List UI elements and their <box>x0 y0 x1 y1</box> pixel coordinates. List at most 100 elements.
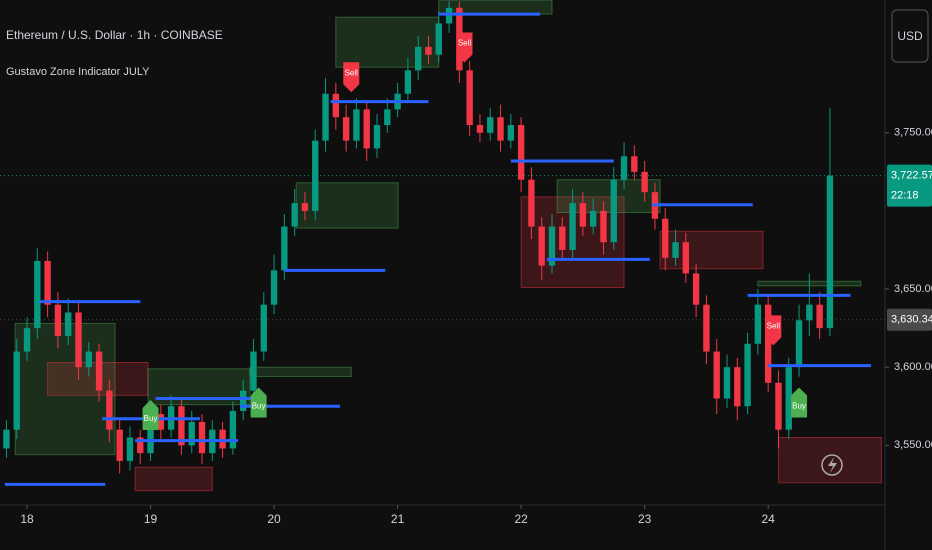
zone <box>335 16 440 68</box>
candle-body <box>126 437 134 461</box>
candle-body <box>3 429 10 449</box>
price-label: 3,630.34 <box>891 314 932 326</box>
candle-body <box>13 351 20 430</box>
candle-body <box>332 93 340 118</box>
chart-title: Ethereum / U.S. Dollar · 1h · COINBASE <box>6 28 223 42</box>
candle-body <box>188 421 195 446</box>
candle-body <box>23 328 31 352</box>
candle-body <box>672 242 679 258</box>
candle-body <box>569 203 576 250</box>
candle-body <box>734 367 741 407</box>
candle-body <box>414 46 422 71</box>
signal-label: Sell <box>345 68 359 77</box>
candle-body <box>363 109 370 149</box>
candle-body <box>147 414 154 454</box>
candle-body <box>631 156 638 172</box>
currency-button[interactable] <box>891 9 929 63</box>
zone <box>438 0 553 15</box>
candle-body <box>85 351 92 368</box>
candle-body <box>219 429 226 449</box>
candle-body <box>487 117 494 133</box>
candle-body <box>754 304 762 344</box>
candle-body <box>198 421 206 454</box>
zone <box>134 466 213 492</box>
candle-body <box>75 312 82 368</box>
zone <box>249 366 352 378</box>
candle-body <box>692 273 700 305</box>
candle-body <box>322 93 329 141</box>
candle-body <box>662 218 669 258</box>
candle-body <box>764 304 772 383</box>
x-tick-label: 21 <box>391 512 405 526</box>
candle-body <box>239 390 247 411</box>
x-tick-label: 23 <box>638 512 652 526</box>
candle-body <box>589 210 597 227</box>
currency-label[interactable]: USD <box>897 29 923 43</box>
candle-body <box>466 70 473 125</box>
candle-body <box>270 270 278 305</box>
signal-label: Buy <box>252 402 266 411</box>
alert-bolt <box>828 457 837 473</box>
candle-body <box>260 304 267 352</box>
x-tick-label: 19 <box>144 512 158 526</box>
candle-body <box>476 125 484 133</box>
alert-icon[interactable] <box>821 454 843 476</box>
signal-marker <box>250 387 267 418</box>
candle-body <box>528 179 535 227</box>
candle-body <box>600 210 607 243</box>
zone <box>777 437 882 484</box>
price-label: 3,722.57 <box>891 170 932 182</box>
candle-body <box>806 304 813 321</box>
candle-body <box>54 304 62 336</box>
candle-body <box>301 203 309 211</box>
candle-body <box>703 304 710 352</box>
candle-body <box>312 140 319 211</box>
candle-body <box>250 351 257 391</box>
candle-body <box>106 390 113 430</box>
signal-label: Buy <box>144 414 158 423</box>
candle-body <box>65 312 72 336</box>
candle-body <box>723 367 731 399</box>
candle-body <box>445 7 453 24</box>
candle-body <box>610 179 617 243</box>
candle-body <box>507 125 515 141</box>
candle-body <box>579 203 587 227</box>
price-timer: 22:18 <box>891 190 919 202</box>
candle-body <box>538 226 545 266</box>
signal-label: Buy <box>792 402 806 411</box>
candle-body <box>137 437 144 454</box>
candle-body <box>826 175 834 329</box>
candle-body <box>353 109 360 141</box>
candle-body <box>816 304 823 329</box>
y-tick-label: 3,550.00 <box>894 439 932 451</box>
signal-marker <box>343 62 360 93</box>
candle-body <box>744 343 751 407</box>
candle-body <box>342 117 350 141</box>
y-tick-label: 3,750.00 <box>894 127 932 139</box>
signal-marker <box>765 315 782 346</box>
x-tick-label: 22 <box>514 512 528 526</box>
signal-marker <box>142 400 159 430</box>
candle-body <box>404 70 412 94</box>
candle-body <box>178 406 185 446</box>
candle-body <box>384 109 391 125</box>
candle-body <box>641 171 648 193</box>
y-tick-label: 3,600.00 <box>894 361 932 373</box>
candle-body <box>44 260 51 305</box>
candle-body <box>425 46 432 55</box>
candle-body <box>34 260 41 329</box>
candle-body <box>713 351 720 399</box>
candle-body <box>435 23 442 55</box>
signal-label: Sell <box>767 321 781 330</box>
plot-area: Sell Sell Sell Buy Buy Buy <box>0 0 885 492</box>
candle-body <box>497 117 504 141</box>
candle-body <box>229 410 237 449</box>
candle-body <box>775 382 782 430</box>
candle-body <box>281 226 288 271</box>
candle-body <box>373 125 381 149</box>
indicator-name: Gustavo Zone Indicator JULY <box>6 66 150 78</box>
candle-body <box>620 156 628 180</box>
signal-label: Sell <box>458 39 472 48</box>
